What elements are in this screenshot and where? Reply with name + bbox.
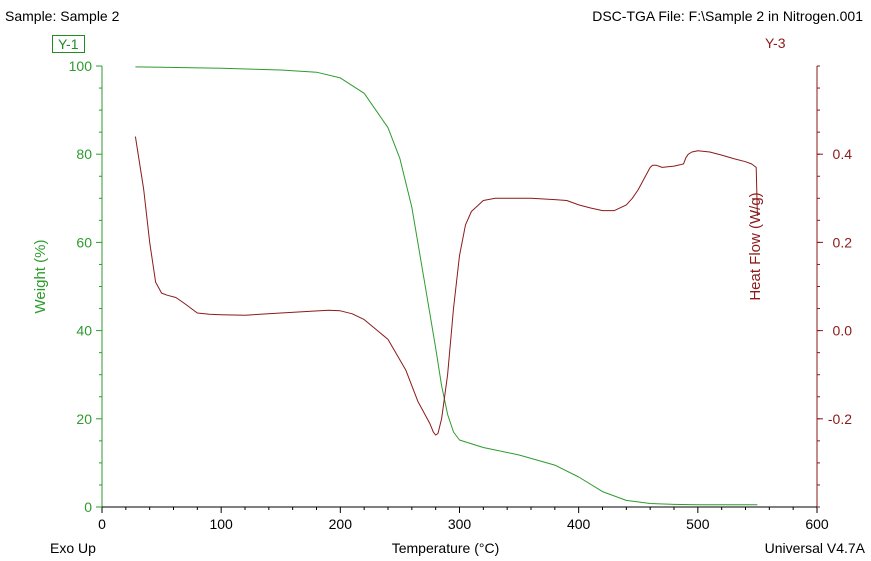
y1-tick-label: 40 bbox=[76, 323, 92, 339]
x-tick-label: 0 bbox=[98, 516, 106, 532]
y1-tick-label: 80 bbox=[76, 146, 92, 162]
y2-tick-label: 0.4 bbox=[833, 146, 853, 162]
y1-tick-label: 0 bbox=[84, 499, 92, 515]
y1-axis-label: Weight (%) bbox=[32, 240, 49, 314]
x-tick-label: 500 bbox=[686, 516, 710, 532]
y3-axis-tag: Y-3 bbox=[765, 35, 786, 51]
y2-tick-label: -0.2 bbox=[828, 411, 852, 427]
x-tick-label: 200 bbox=[329, 516, 353, 532]
x-tick-label: 400 bbox=[567, 516, 591, 532]
software-version: Universal V4.7A bbox=[764, 540, 865, 556]
y1-tick-label: 20 bbox=[76, 411, 92, 427]
y1-tick-label: 60 bbox=[76, 234, 92, 250]
y1-tick-label: 100 bbox=[69, 58, 93, 74]
heat-flow-curve bbox=[134, 136, 758, 436]
x-axis-label: Temperature (°C) bbox=[391, 540, 500, 556]
y1-axis-tag: Y-1 bbox=[52, 35, 85, 53]
x-tick-label: 300 bbox=[448, 516, 472, 532]
y2-axis-label: Heat Flow (W/g) bbox=[747, 192, 764, 300]
y2-tick-label: 0.0 bbox=[833, 323, 853, 339]
y2-tick-label: 0.2 bbox=[833, 234, 853, 250]
exo-up-note: Exo Up bbox=[50, 540, 96, 556]
sample-title: Sample: Sample 2 bbox=[5, 8, 120, 24]
file-title: DSC-TGA File: F:\Sample 2 in Nitrogen.00… bbox=[592, 8, 863, 24]
weight-curve bbox=[135, 66, 758, 506]
x-tick-label: 100 bbox=[209, 516, 233, 532]
x-tick-label: 600 bbox=[805, 516, 829, 532]
